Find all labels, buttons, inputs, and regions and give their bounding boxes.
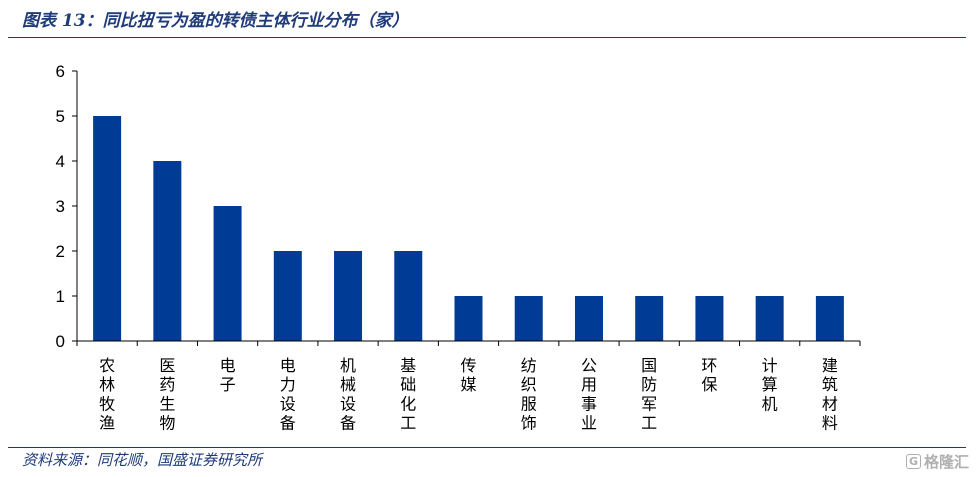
x-tick-label-char: 械 xyxy=(340,375,356,394)
x-tick-label-char: 材 xyxy=(822,394,838,413)
bar xyxy=(635,296,664,341)
x-tick-label-char: 机 xyxy=(762,394,778,413)
x-tick-label-char: 工 xyxy=(641,414,657,433)
y-tick-label: 5 xyxy=(56,107,65,126)
x-tick-label-char: 服 xyxy=(521,394,537,413)
x-tick-label: 农林牧渔 xyxy=(99,356,115,433)
x-axis: 农林牧渔医药生物电子电力设备机械设备基础化工传媒纺织服饰公用事业国防军工环保计算… xyxy=(76,340,861,433)
bar xyxy=(574,296,603,341)
x-tick-label: 国防军工 xyxy=(641,356,657,433)
x-tick-label-char: 生 xyxy=(159,394,175,413)
title-divider xyxy=(8,37,966,38)
bar xyxy=(394,251,423,341)
y-tick-label: 3 xyxy=(56,197,65,216)
x-tick-label-char: 事 xyxy=(581,394,597,413)
chart-title: 图表 13：同比扭亏为盈的转债主体行业分布（家） xyxy=(22,11,409,31)
x-tick-label: 计算机 xyxy=(762,356,778,413)
y-tick-label: 0 xyxy=(56,332,65,351)
x-tick-label-char: 农 xyxy=(99,356,115,375)
x-tick-label: 传媒 xyxy=(460,356,476,394)
x-tick-label-char: 业 xyxy=(581,414,597,433)
x-tick-label-char: 牧 xyxy=(99,394,115,413)
y-tick-label: 4 xyxy=(56,152,65,171)
x-tick-label-char: 防 xyxy=(641,375,657,394)
bar xyxy=(273,251,302,341)
x-tick-label-char: 物 xyxy=(159,414,175,433)
x-tick-label-char: 纺 xyxy=(521,356,537,375)
x-tick-label-char: 料 xyxy=(822,414,838,433)
x-tick-label-char: 设 xyxy=(280,394,296,413)
source-note: 资料来源：同花顺，国盛证券研究所 xyxy=(22,451,263,469)
x-tick-label: 电子 xyxy=(220,356,236,394)
x-tick-label-char: 筑 xyxy=(822,375,838,394)
x-tick-label-char: 建 xyxy=(822,356,838,375)
x-tick-label-char: 化 xyxy=(400,394,416,413)
x-tick-label-char: 饰 xyxy=(521,414,537,433)
x-tick-label: 基础化工 xyxy=(400,356,416,433)
bar xyxy=(815,296,844,341)
x-tick-label-char: 计 xyxy=(762,356,778,375)
x-tick-label: 纺织服饰 xyxy=(521,356,537,433)
x-tick-label-char: 媒 xyxy=(460,375,476,394)
x-tick-label-char: 备 xyxy=(280,414,296,433)
bar xyxy=(755,296,784,341)
x-tick-label: 建筑材料 xyxy=(822,356,838,433)
x-tick-label-char: 备 xyxy=(340,414,356,433)
x-tick-label-char: 林 xyxy=(99,375,115,394)
x-tick-label-char: 药 xyxy=(159,375,175,394)
bar xyxy=(334,251,363,341)
x-tick-label-char: 织 xyxy=(521,375,537,394)
x-tick-label: 医药生物 xyxy=(159,356,175,433)
x-tick-label-char: 传 xyxy=(460,356,476,375)
x-tick-label-char: 国 xyxy=(641,356,657,375)
x-tick-label-char: 用 xyxy=(581,375,597,394)
y-tick-label: 2 xyxy=(56,242,65,261)
x-tick-label-char: 军 xyxy=(641,394,657,413)
x-tick-label-char: 环 xyxy=(701,356,717,375)
x-tick-label-char: 算 xyxy=(762,375,778,394)
bar xyxy=(153,161,182,341)
x-tick-label: 公用事业 xyxy=(581,356,597,433)
x-tick-label-char: 工 xyxy=(400,414,416,433)
bar xyxy=(213,206,242,341)
x-tick-label-char: 设 xyxy=(340,394,356,413)
x-tick-label-char: 保 xyxy=(701,375,717,394)
x-tick-label-char: 子 xyxy=(220,375,236,394)
bar xyxy=(514,296,543,341)
bars xyxy=(93,116,844,341)
y-axis: 0 1 2 3 4 5 6 xyxy=(56,62,78,351)
y-tick-label: 1 xyxy=(56,287,65,306)
x-tick-label-char: 电 xyxy=(280,356,296,375)
x-tick-label: 环保 xyxy=(701,356,717,394)
watermark: G 格隆汇 xyxy=(905,451,969,472)
x-tick-label-char: 础 xyxy=(400,375,416,394)
x-tick-label-char: 公 xyxy=(581,356,597,375)
x-tick-label-char: 医 xyxy=(159,356,175,375)
bar xyxy=(454,296,483,341)
bar xyxy=(93,116,122,341)
x-tick-label-char: 电 xyxy=(220,356,236,375)
x-tick-label-char: 基 xyxy=(400,356,416,375)
bar xyxy=(695,296,724,341)
x-tick-label: 机械设备 xyxy=(340,356,356,433)
x-tick-label-char: 力 xyxy=(280,375,296,394)
g-logo-icon: G xyxy=(905,454,921,469)
x-tick-label-char: 渔 xyxy=(99,414,115,433)
x-tick-label-char: 机 xyxy=(340,356,356,375)
x-tick-label: 电力设备 xyxy=(280,356,296,433)
footer-divider xyxy=(8,447,966,448)
watermark-text: 格隆汇 xyxy=(923,453,969,471)
y-tick-label: 6 xyxy=(56,62,65,81)
